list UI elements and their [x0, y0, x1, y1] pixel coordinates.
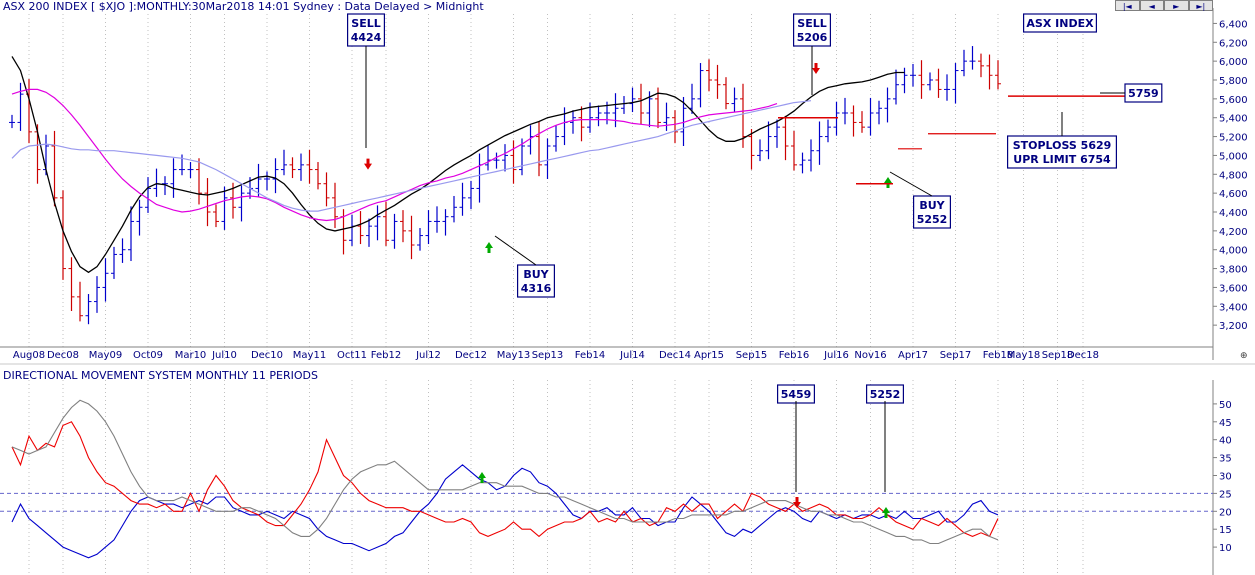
- x-tick-label: Feb18: [983, 350, 1013, 361]
- indicator-line-di-minus: [11, 421, 999, 538]
- x-tick-label: May13: [497, 350, 530, 361]
- moving-average-ma-fast: [11, 56, 905, 274]
- indicator-tick-label: 20: [1219, 507, 1232, 518]
- indicator-tick-label: 15: [1219, 525, 1232, 536]
- price-tick-label: 4,200: [1219, 227, 1248, 238]
- x-tick-label: Aug08: [13, 350, 45, 361]
- price-tick-label: 5,000: [1219, 151, 1248, 162]
- price-tick-label: 5,400: [1219, 114, 1248, 125]
- stoploss-label-text: STOPLOSS 5629: [1013, 139, 1112, 152]
- indicator-tick-label: 10: [1219, 543, 1232, 554]
- buy-signal-label-text: BUY: [919, 199, 945, 212]
- x-tick-label: Sep18: [1042, 350, 1074, 361]
- x-tick-label: Apr17: [898, 350, 928, 361]
- x-tick-label: May18: [1007, 350, 1040, 361]
- price-tick-label: 6,200: [1219, 38, 1248, 49]
- x-tick-label: Jul14: [619, 350, 645, 361]
- previous-icon[interactable]: ◄: [1139, 0, 1164, 11]
- x-tick-label: May09: [89, 350, 122, 361]
- buy-signal-label-box: [516, 264, 555, 298]
- indicator-tick-label: 30: [1219, 472, 1232, 483]
- sell-signal-label-box: [347, 13, 386, 47]
- indicator-tick-label: 35: [1219, 454, 1232, 465]
- callout-line: [889, 171, 933, 197]
- x-tick-label: Dec14: [659, 350, 691, 361]
- buy-signal-label-text: 5252: [917, 213, 948, 226]
- x-tick-label: Nov16: [854, 350, 886, 361]
- x-tick-label: Sep17: [940, 350, 972, 361]
- moving-average-ma-mid: [11, 88, 778, 222]
- sell-arrow-icon: [812, 63, 820, 74]
- x-tick-label: Feb12: [371, 350, 401, 361]
- indicator-buy-label-text: 5252: [870, 388, 901, 401]
- x-tick-label: Jul12: [415, 350, 441, 361]
- last-page-icon[interactable]: ►|: [1188, 0, 1213, 11]
- sell-signal-label-text: 4424: [351, 31, 382, 44]
- first-page-icon[interactable]: |◄: [1115, 0, 1140, 11]
- sell-arrow-icon: [364, 158, 372, 170]
- x-tick-label: Sep13: [532, 350, 564, 361]
- asx-index-label-box: [1022, 13, 1097, 33]
- sell-arrow-icon: [793, 497, 801, 508]
- price-tick-label: 4,800: [1219, 170, 1248, 181]
- x-tick-label: Dec12: [455, 350, 487, 361]
- indicator-line-adx: [11, 399, 999, 545]
- next-icon[interactable]: ►: [1164, 0, 1189, 11]
- x-tick-label: Feb14: [575, 350, 605, 361]
- chart-title: ASX 200 INDEX [ $XJO ]:MONTHLY:30Mar2018…: [3, 0, 484, 13]
- indicator-sell-label-text: 5459: [781, 388, 812, 401]
- asx-index-label-text: ASX INDEX: [1026, 17, 1094, 30]
- sell-signal-label-text: SELL: [351, 17, 380, 30]
- x-tick-label: Oct11: [337, 350, 367, 361]
- price-tick-label: 5,600: [1219, 95, 1248, 106]
- price-tick-label: 3,800: [1219, 265, 1248, 276]
- x-tick-label: Jul10: [211, 350, 237, 361]
- moving-average-ma-slow: [11, 100, 812, 212]
- x-tick-label: Dec08: [47, 350, 79, 361]
- zoom-icon: ⊕: [1240, 351, 1248, 361]
- indicator-title: DIRECTIONAL MOVEMENT SYSTEM MONTHLY 11 P…: [3, 369, 318, 382]
- price-tick-label: 6,400: [1219, 19, 1248, 30]
- stoploss-label-box: [1006, 135, 1117, 169]
- navigation-buttons: |◄ ◄ ► ►|: [1115, 0, 1213, 12]
- indicator-tick-label: 50: [1219, 400, 1232, 411]
- callout-line: [494, 235, 537, 266]
- buy-arrow-icon: [884, 177, 892, 188]
- indicator-tick-label: 40: [1219, 436, 1232, 447]
- stoploss-label-text: UPR LIMIT 6754: [1013, 153, 1111, 166]
- x-tick-label: Feb16: [779, 350, 809, 361]
- price-tick-label: 3,600: [1219, 283, 1248, 294]
- buy-arrow-icon: [882, 507, 890, 518]
- x-tick-label: Mar10: [175, 350, 207, 361]
- buy-signal-label-text: 4316: [521, 282, 552, 295]
- price-tick-label: 5,200: [1219, 133, 1248, 144]
- price-tick-label: 4,400: [1219, 208, 1248, 219]
- buy-signal-label-text: BUY: [523, 268, 549, 281]
- price-tick-label: 4,600: [1219, 189, 1248, 200]
- buy-arrow-icon: [485, 242, 493, 253]
- price-tick-label: 3,200: [1219, 321, 1248, 332]
- price-tick-label: 5,800: [1219, 76, 1248, 87]
- last-price-label-text: 5759: [1128, 87, 1159, 100]
- buy-arrow-icon: [478, 472, 486, 483]
- x-tick-label: May11: [293, 350, 326, 361]
- x-tick-label: Sep15: [736, 350, 768, 361]
- indicator-tick-label: 45: [1219, 418, 1232, 429]
- x-tick-label: Dec10: [251, 350, 283, 361]
- x-tick-label: Dec18: [1067, 350, 1099, 361]
- sell-signal-label-text: SELL: [797, 17, 826, 30]
- price-tick-label: 6,000: [1219, 57, 1248, 68]
- indicator-tick-label: 25: [1219, 489, 1232, 500]
- sell-signal-label-box: [792, 13, 831, 47]
- x-tick-label: Jul16: [823, 350, 849, 361]
- price-tick-label: 4,000: [1219, 246, 1248, 257]
- price-tick-label: 3,400: [1219, 302, 1248, 313]
- x-tick-label: Oct09: [133, 350, 163, 361]
- buy-signal-label-box: [912, 195, 951, 229]
- x-tick-label: Apr15: [694, 350, 724, 361]
- sell-signal-label-text: 5206: [797, 31, 828, 44]
